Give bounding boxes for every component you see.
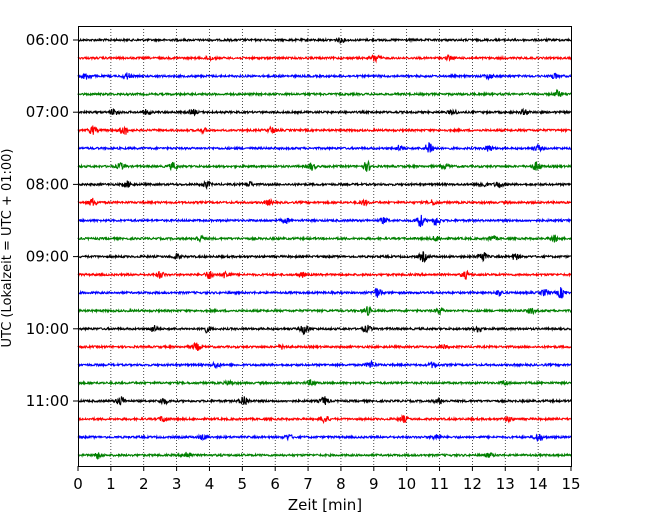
x-tick-label: 12 — [463, 475, 482, 493]
trace-09:30 — [77, 287, 572, 299]
trace-06:00 — [77, 36, 572, 45]
x-tick-label: 4 — [205, 475, 215, 493]
trace-07:15 — [77, 125, 572, 136]
trace-06:45 — [77, 88, 572, 98]
x-tick-label: 14 — [529, 475, 548, 493]
x-tick-label: 0 — [73, 475, 83, 493]
trace-08:15 — [77, 197, 572, 207]
x-axis-label: Zeit [min] — [288, 496, 362, 514]
x-tick-label: 9 — [369, 475, 379, 493]
x-tick-label: 5 — [238, 475, 248, 493]
trace-09:45 — [77, 305, 572, 316]
x-tick-label: 13 — [496, 475, 515, 493]
y-tick-label: 06:00 — [26, 31, 69, 49]
x-tick-label: 1 — [106, 475, 116, 493]
trace-07:00 — [77, 107, 572, 117]
x-tick-label: 15 — [561, 475, 580, 493]
trace-08:45 — [77, 234, 572, 243]
y-tick-label: 07:00 — [26, 103, 69, 121]
trace-11:30 — [77, 433, 572, 442]
trace-10:45 — [77, 378, 572, 387]
x-tick-label: 3 — [172, 475, 182, 493]
trace-10:30 — [77, 359, 572, 370]
trace-10:00 — [77, 324, 572, 336]
trace-11:00 — [77, 396, 572, 406]
y-tick-label: 09:00 — [26, 248, 69, 266]
trace-08:00 — [77, 179, 572, 190]
vertical-grid — [110, 26, 539, 466]
y-tick-label: 11:00 — [26, 392, 69, 410]
x-tick-label: 11 — [430, 475, 449, 493]
trace-09:15 — [77, 269, 572, 280]
trace-06:30 — [77, 72, 572, 81]
y-tick-label: 10:00 — [26, 320, 69, 338]
trace-09:00 — [77, 251, 572, 264]
trace-10:15 — [77, 341, 572, 351]
seismic-traces — [77, 36, 572, 460]
x-tick-label: 7 — [303, 475, 313, 493]
trace-06:15 — [77, 54, 572, 64]
y-axis-ticks: 06:00 07:00 08:00 09:00 10:00 11:00 — [26, 31, 78, 410]
x-tick-label: 10 — [397, 475, 416, 493]
y-axis-label: UTC (Lokalzeit = UTC + 01:00) — [0, 149, 15, 348]
trace-07:30 — [77, 142, 572, 153]
x-tick-label: 2 — [139, 475, 149, 493]
trace-11:45 — [77, 451, 572, 460]
x-tick-label: 8 — [336, 475, 346, 493]
trace-08:30 — [77, 214, 572, 228]
trace-11:15 — [77, 413, 572, 425]
x-axis-ticks: 0 1 2 3 4 5 6 7 8 9 10 11 12 13 14 15 — [73, 466, 581, 493]
plot-frame — [78, 26, 572, 467]
trace-07:45 — [77, 159, 572, 172]
x-tick-label: 6 — [270, 475, 280, 493]
y-tick-label: 08:00 — [26, 175, 69, 193]
